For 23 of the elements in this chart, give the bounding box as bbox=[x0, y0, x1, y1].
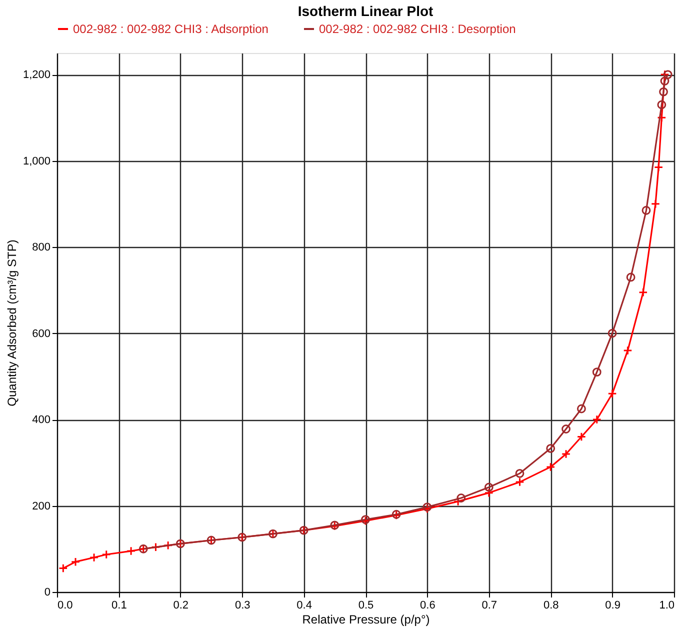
x-tick-label: 0.4 bbox=[296, 600, 312, 612]
x-tick-label: 0.6 bbox=[420, 600, 436, 612]
y-tick-label: 1,000 bbox=[22, 155, 50, 168]
x-tick-label: 0.2 bbox=[173, 600, 189, 612]
y-axis-title: Quantity Adsorbed (cm³/g STP) bbox=[4, 240, 19, 406]
x-tick-label: 0.5 bbox=[358, 600, 374, 612]
y-tick-label: 600 bbox=[32, 328, 50, 340]
legend-label: 002-982 : 002-982 CHI3 : Desorption bbox=[319, 22, 516, 36]
x-tick-label: 0.9 bbox=[605, 600, 620, 612]
x-tick-label: 0.0 bbox=[58, 600, 73, 612]
y-tick-label: 1,200 bbox=[22, 69, 50, 82]
x-tick-label: 0.8 bbox=[543, 600, 559, 612]
y-tick-label: 0 bbox=[44, 586, 50, 598]
y-tick-label: 400 bbox=[32, 414, 50, 426]
y-tick-label: 200 bbox=[32, 500, 50, 512]
x-tick-label: 0.1 bbox=[112, 600, 127, 612]
x-tick-label: 0.7 bbox=[482, 600, 498, 612]
x-axis-title: Relative Pressure (p/p°) bbox=[302, 612, 430, 626]
y-tick-label: 800 bbox=[32, 242, 50, 254]
x-tick-label: 1.0 bbox=[659, 600, 674, 612]
chart-title: Isotherm Linear Plot bbox=[298, 3, 434, 19]
x-tick-label: 0.3 bbox=[234, 600, 250, 612]
legend-label: 002-982 : 002-982 CHI3 : Adsorption bbox=[73, 22, 268, 36]
